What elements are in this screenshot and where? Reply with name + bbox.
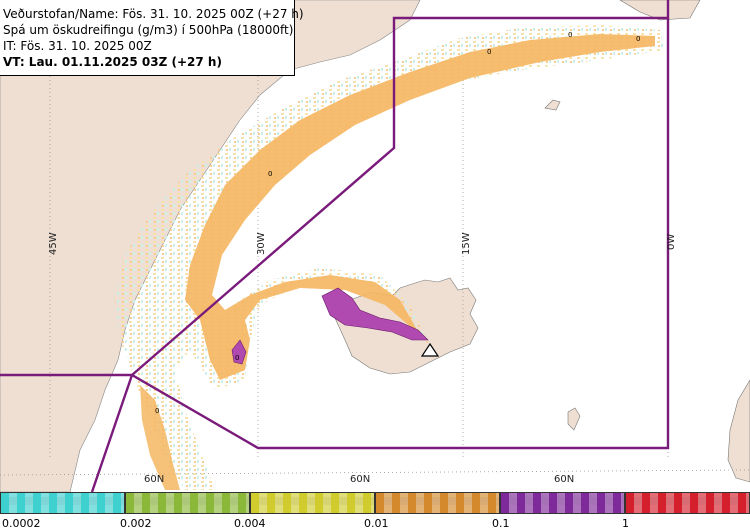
concentration-legend: 0.0002 0.002 0.004 0.01 0.1 1 [0,492,750,532]
small-island-north [544,99,561,111]
legend-tick: 1 [622,517,629,530]
legend-swatch [0,492,125,514]
legend-swatch [500,492,625,514]
legend-swatch [125,492,250,514]
contour-label: 0 [568,31,572,39]
lat-label-60n-right: 60N [554,474,574,485]
legend-swatch [250,492,375,514]
legend-tick: 0.01 [364,517,389,530]
contour-label: 0 [268,170,272,178]
forecast-info-box: Veðurstofan/Name: Fös. 31. 10. 2025 00Z … [0,0,304,76]
ash-cloud-low [115,25,665,490]
header-issue-time: IT: Fös. 31. 10. 2025 00Z [3,39,152,53]
ash-cloud-high-small [231,339,247,365]
ash-dispersion-map: 45W 30W 15W 0W 60N 60N 60N 0 0 0 0 0 0 [0,0,750,492]
ash-cloud-mid [185,34,655,380]
faroe-islands [567,407,581,431]
ash-cloud-high [321,287,429,341]
fir-boundary [0,0,670,492]
lat-label-60n-left: 60N [144,474,164,485]
legend-tick: 0.002 [120,517,152,530]
legend-swatch [375,492,500,514]
map-canvas: 45W 30W 15W 0W 60N 60N 60N 0 0 0 0 0 0 [0,0,750,492]
lon-label-15w: 15W [461,232,472,255]
norway-coast [727,379,750,483]
legend-swatch [625,492,750,514]
ash-cloud-mid-south [140,385,180,490]
lon-label-45w: 45W [48,232,59,255]
legend-tick: 0.1 [492,517,510,530]
volcano-icon [420,342,440,357]
contour-label: 0 [155,407,159,415]
contour-label: 0 [636,35,640,43]
svalbard-edge [619,0,701,21]
lon-label-30w: 30W [256,232,267,255]
lat-label-60n-mid: 60N [350,474,370,485]
header-description-line: Spá um öskudreifingu (g/m3) í 500hPa (18… [3,23,294,37]
legend-tick: 0.004 [234,517,266,530]
header-valid-time: VT: Lau. 01.11.2025 03Z (+27 h) [3,55,222,69]
lon-label-0w: 0W [666,234,677,250]
contour-label: 0 [235,354,239,362]
legend-tick: 0.0002 [2,517,41,530]
contour-label: 0 [487,48,491,56]
header-issuer-line: Veðurstofan/Name: Fös. 31. 10. 2025 00Z … [3,7,304,21]
